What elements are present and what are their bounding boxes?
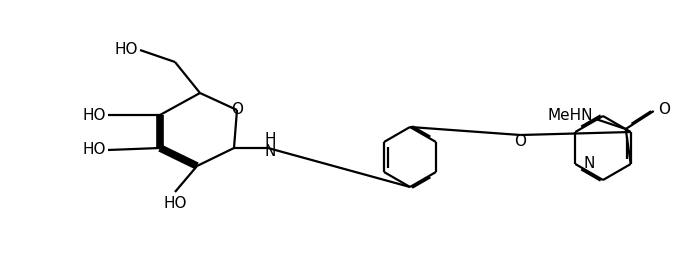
Text: N: N	[264, 144, 275, 158]
Text: MeHN: MeHN	[547, 107, 593, 122]
Text: O: O	[658, 101, 670, 116]
Text: N: N	[583, 157, 595, 172]
Text: HO: HO	[82, 143, 106, 158]
Text: HO: HO	[82, 107, 106, 122]
Text: O: O	[514, 134, 526, 148]
Text: H: H	[264, 131, 275, 147]
Text: HO: HO	[164, 196, 187, 211]
Text: O: O	[231, 102, 243, 117]
Text: HO: HO	[115, 43, 138, 58]
